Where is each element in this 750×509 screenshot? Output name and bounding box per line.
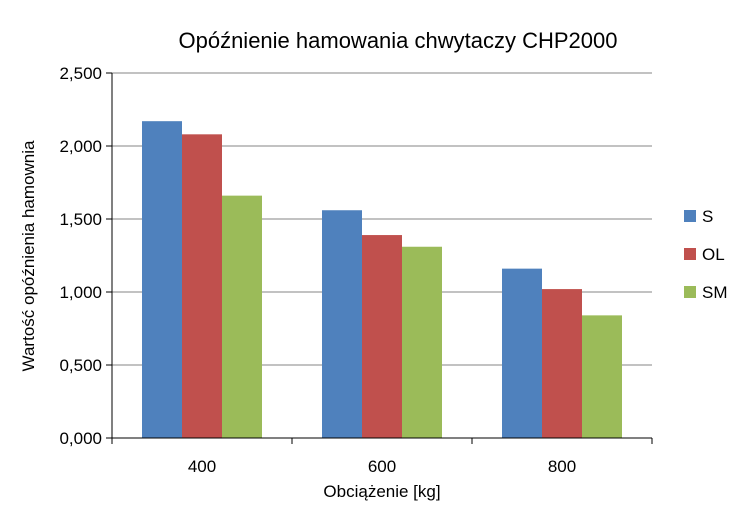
bar-S-400: [142, 121, 182, 439]
legend-swatch-OL: [684, 248, 696, 260]
x-tick-label: 600: [368, 457, 396, 476]
y-axis-title: Wartość opóźnienia hamownia: [19, 140, 38, 371]
y-tick-label: 0,500: [59, 356, 102, 375]
bar-SM-600: [402, 246, 442, 438]
bar-OL-400: [182, 134, 222, 438]
y-tick-labels: 0,000 0,500 1,000 1,500 2,000 2,500: [59, 64, 102, 448]
y-tick-label: 2,000: [59, 137, 102, 156]
bars: [142, 121, 622, 439]
y-tick-label: 2,500: [59, 64, 102, 83]
bar-SM-800: [582, 315, 622, 438]
chart-title: Opóźnienie hamowania chwytaczy CHP2000: [178, 28, 617, 53]
bar-OL-800: [542, 289, 582, 438]
legend-label-SM: SM: [702, 283, 728, 302]
x-tick-labels: 400 600 800: [188, 457, 576, 476]
x-axis-title: Obciążenie [kg]: [323, 482, 440, 501]
x-tick-label: 800: [548, 457, 576, 476]
y-tick-label: 0,000: [59, 429, 102, 448]
legend-swatch-SM: [684, 286, 696, 298]
axes: [106, 72, 653, 444]
y-tick-label: 1,000: [59, 283, 102, 302]
legend-label-OL: OL: [702, 245, 725, 264]
bar-S-600: [322, 210, 362, 438]
legend: S OL SM: [684, 207, 728, 302]
bar-SM-400: [222, 195, 262, 438]
x-tick-label: 400: [188, 457, 216, 476]
y-tick-label: 1,500: [59, 210, 102, 229]
bar-S-800: [502, 268, 542, 438]
bar-OL-600: [362, 235, 402, 438]
legend-swatch-S: [684, 210, 696, 222]
legend-label-S: S: [702, 207, 713, 226]
